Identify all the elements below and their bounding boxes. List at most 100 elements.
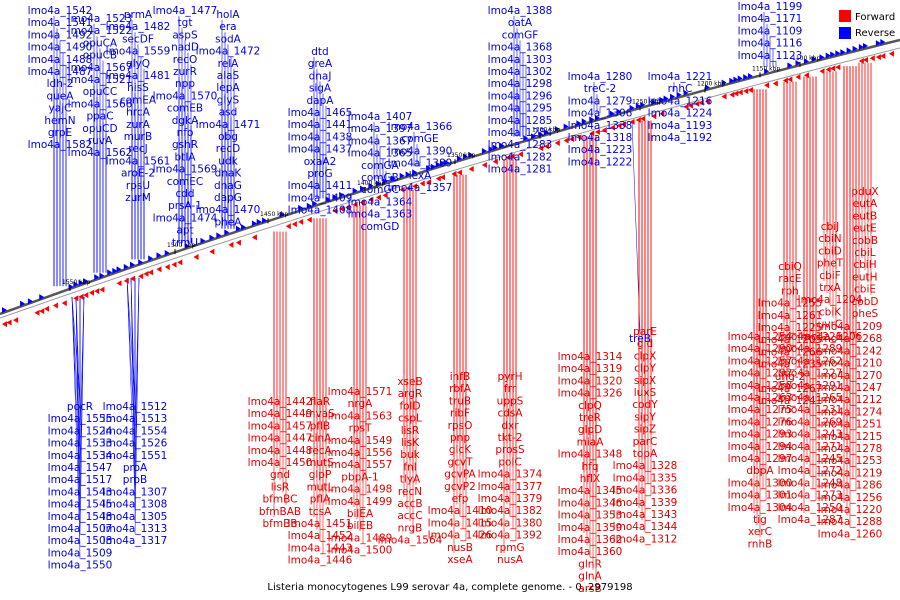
forward-gene-label: rnhB: [748, 538, 773, 550]
forward-gene-label: pnp: [450, 432, 470, 444]
forward-gene-label: lmo4a_1319: [558, 363, 623, 375]
reverse-gene-arrow: [554, 126, 560, 133]
forward-gene-label: sipY: [634, 411, 656, 423]
reverse-gene-arrow: [325, 196, 331, 203]
forward-gene-label: lmo4a_1450: [248, 457, 313, 469]
reverse-gene-label: lmo4a_1472: [196, 46, 261, 58]
reverse-gene-label: lmo4a_1470: [196, 204, 261, 216]
legend-reverse-swatch: [839, 27, 851, 39]
reverse-gene-arrow: [435, 161, 441, 168]
forward-gene-label: glnR: [578, 558, 602, 570]
reverse-gene-label: treB: [629, 333, 651, 345]
legend: Forward Reverse: [839, 10, 895, 39]
forward-gene-arrow: [368, 196, 374, 203]
reverse-leader-line: [134, 278, 140, 535]
reverse-gene-label: lmo4a_1512: [103, 401, 168, 413]
forward-gene-label: lmo4a_1272: [778, 465, 843, 477]
reverse-gene-label: lmo4a_1306: [568, 108, 633, 120]
forward-gene-label: lisK: [401, 437, 420, 449]
reverse-gene-arrow: [733, 76, 739, 83]
reverse-gene-label: lmo4a_1521: [68, 74, 133, 86]
forward-gene-arrow: [34, 309, 40, 316]
forward-gene-label: codY: [632, 399, 658, 411]
reverse-gene-label: lmo4a_1224: [648, 108, 713, 120]
reverse-gene-label: trmU: [172, 237, 198, 249]
forward-gene-arrow: [44, 305, 50, 312]
reverse-gene-arrow: [156, 252, 162, 259]
reverse-gene-label: lmo4a_1388: [488, 5, 553, 17]
reverse-gene-label: lmo4a_1284: [488, 127, 553, 139]
reverse-gene-label: dtd: [311, 46, 328, 58]
forward-gene-label: lmo4a_1362: [558, 534, 623, 546]
forward-gene-label: bilEB: [347, 520, 373, 532]
forward-gene-arrow: [858, 58, 864, 65]
reverse-gene-label: lmo4a_1551: [103, 450, 168, 462]
reverse-gene-label: lmo4a_1554: [103, 425, 168, 437]
reverse-gene-label: lmo4a_1555: [48, 413, 113, 425]
forward-gene-label: cbiE: [854, 284, 876, 296]
forward-gene-label: cspL: [398, 413, 422, 425]
forward-gene-label: lmo4a_1275: [728, 404, 793, 416]
forward-gene-arrow: [89, 289, 95, 296]
reverse-gene-arrow: [819, 54, 825, 61]
reverse-gene-label: lmo4a_1223: [568, 144, 633, 156]
forward-gene-label: eutH: [852, 271, 877, 283]
reverse-gene-arrow: [256, 218, 262, 225]
reverse-gene-label: lmo4a_1507: [48, 523, 113, 535]
reverse-gene-arrow: [20, 300, 26, 307]
reverse-gene-arrow: [670, 93, 676, 100]
reverse-gene-arrow: [352, 187, 358, 194]
forward-gene-label: lisR: [271, 481, 290, 493]
forward-gene-label: lmo4a_1499: [328, 496, 393, 508]
forward-gene-arrow: [129, 275, 135, 282]
forward-gene-label: pheS: [852, 308, 879, 320]
forward-gene-arrow: [426, 179, 432, 186]
reverse-gene-arrow: [544, 129, 550, 136]
forward-gene-label: lmo4a_1348: [558, 449, 623, 461]
reverse-gene-label: lmo4a_1566: [68, 98, 133, 110]
reverse-strand-genes: [2, 38, 886, 314]
reverse-gene-label: lmo4a_1389: [388, 158, 453, 170]
reverse-gene-label: lmo4a_1390: [388, 145, 453, 157]
forward-gene-label: lmo4a_1290: [728, 343, 793, 355]
forward-gene-label: bfmBAB: [259, 506, 301, 518]
reverse-gene-label: rpsU: [126, 180, 150, 192]
reverse-leader-line: [75, 296, 81, 559]
forward-gene-label: hflX: [580, 473, 600, 485]
forward-gene-label: parC: [633, 436, 658, 448]
reverse-strand-labels: lmo4a_1542lmo4a_1541lmo4a_1492lmo4a_1490…: [28, 1, 803, 572]
reverse-gene-label: npp: [175, 78, 195, 90]
reverse-gene-label: greA: [308, 58, 333, 70]
genome-backbone-inner: [0, 47, 900, 319]
forward-gene-arrow: [594, 129, 600, 136]
forward-gene-arrow: [743, 88, 749, 95]
reverse-gene-arrow: [235, 225, 241, 232]
forward-gene-arrow: [228, 241, 234, 248]
forward-gene-label: gcvP2: [444, 481, 476, 493]
forward-gene-label: lmo4a_1297: [728, 453, 793, 465]
reverse-gene-arrow: [339, 191, 345, 198]
forward-gene-arrow: [382, 192, 388, 199]
forward-gene-label: recA: [308, 445, 332, 457]
reverse-gene-label: lmo4a_1490: [28, 42, 93, 54]
reverse-gene-arrow: [200, 237, 206, 244]
forward-gene-label: lmo4a_1278: [818, 443, 883, 455]
reverse-gene-label: ppaC: [86, 111, 113, 123]
forward-gene-label: cbiH: [853, 259, 876, 271]
forward-gene-label: uvrC: [818, 319, 843, 331]
reverse-gene-arrow: [492, 144, 498, 151]
forward-gene-label: rpsO: [448, 420, 473, 432]
reverse-gene-label: lmo4a_1441: [288, 119, 353, 131]
reverse-gene-label: recD: [216, 143, 240, 155]
reverse-gene-label: proB: [123, 474, 147, 486]
reverse-gene-arrow: [875, 40, 881, 47]
reverse-gene-label: lmo4a_1471: [196, 119, 261, 131]
reverse-gene-label: lmo4a_1305: [103, 511, 168, 523]
forward-gene-label: xseA: [447, 554, 473, 566]
forward-gene-label: rph: [781, 285, 799, 297]
forward-gene-arrow: [747, 86, 753, 93]
reverse-gene-arrow: [830, 51, 836, 58]
forward-gene-label: lmo4a_1289: [778, 343, 843, 355]
reverse-gene-label: lmo4a_1488: [28, 54, 93, 66]
forward-gene-label: gcvPA: [444, 469, 476, 481]
